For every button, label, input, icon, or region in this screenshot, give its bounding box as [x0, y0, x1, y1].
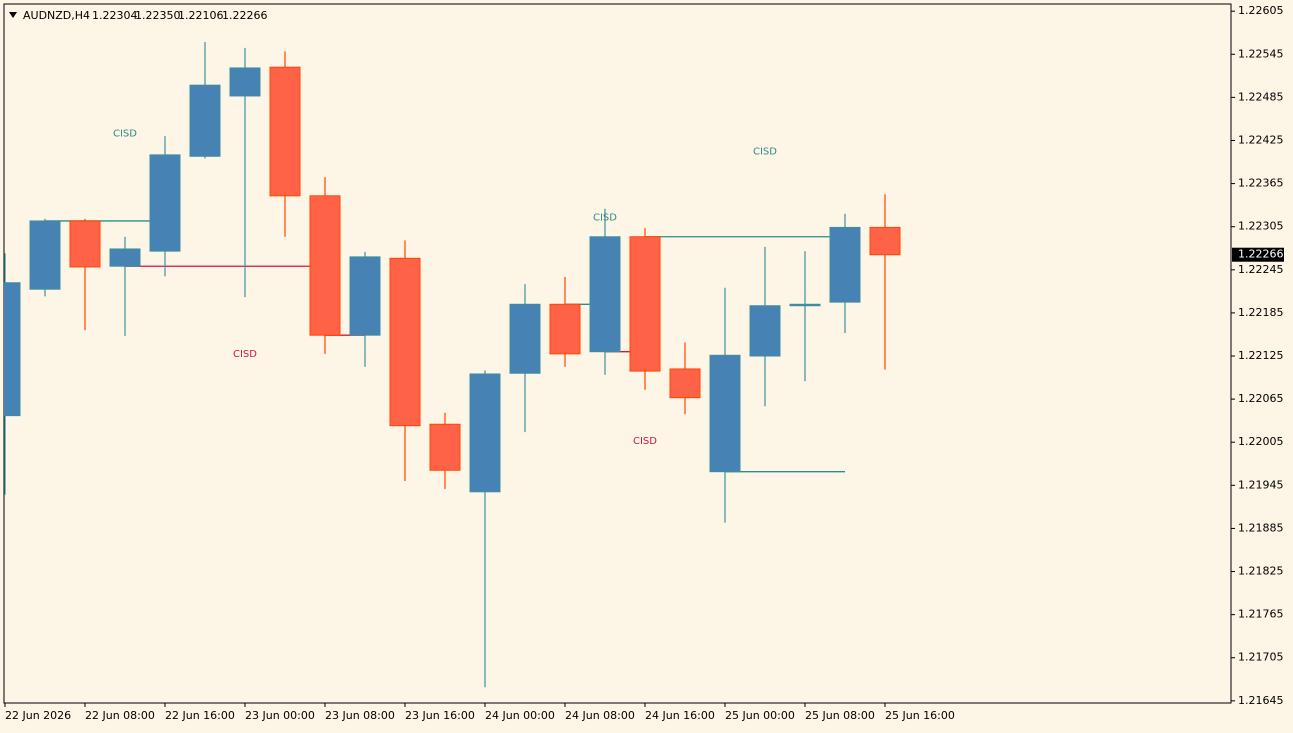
- candle-body: [229, 67, 261, 97]
- candle-body: [429, 423, 461, 471]
- candle-body: [149, 154, 181, 252]
- y-tick-label: 1.21885: [1238, 521, 1284, 534]
- marks: [4, 42, 901, 688]
- y-tick-label: 1.22425: [1238, 133, 1284, 146]
- price-tag-label: 1.22266: [1238, 248, 1284, 261]
- x-tick-label: 23 Jun 08:00: [325, 709, 395, 722]
- plot-area: [3, 3, 1232, 704]
- candle-body: [349, 256, 381, 336]
- candle-body: [69, 220, 101, 268]
- symbol: AUDNZD,H4: [23, 9, 90, 22]
- y-tick-label: 1.22545: [1238, 47, 1284, 60]
- price-tag: [1232, 247, 1284, 262]
- candle-body: [389, 257, 421, 427]
- x-tick-label: 23 Jun 16:00: [405, 709, 475, 722]
- y-tick-label: 1.22365: [1238, 177, 1284, 190]
- header-high: 1.22350: [135, 9, 181, 22]
- candle-body: [869, 226, 901, 256]
- x-tick-label: 25 Jun 00:00: [725, 709, 795, 722]
- y-tick-label: 1.22605: [1238, 4, 1284, 17]
- candle-body: [789, 303, 821, 307]
- cisd-label: CISD: [113, 128, 137, 139]
- y-tick-label: 1.21825: [1238, 565, 1284, 578]
- x-tick-label: 23 Jun 00:00: [245, 709, 315, 722]
- candle-body: [309, 195, 341, 336]
- x-tick-label: 22 Jun 08:00: [85, 709, 155, 722]
- header-close: 1.22266: [222, 9, 268, 22]
- cisd-label: CISD: [753, 146, 777, 157]
- candle-body: [269, 66, 301, 197]
- candle-body: [4, 282, 21, 417]
- x-tick-label: 25 Jun 08:00: [805, 709, 875, 722]
- y-tick-label: 1.22065: [1238, 392, 1284, 405]
- candle-body: [749, 305, 781, 357]
- candle-body: [829, 226, 861, 303]
- candle-body: [629, 236, 661, 372]
- cisd-label: CISD: [633, 436, 657, 447]
- x-tick-label: 25 Jun 16:00: [885, 709, 955, 722]
- x-tick-label: 24 Jun 16:00: [645, 709, 715, 722]
- y-tick-label: 1.21645: [1238, 694, 1284, 707]
- candle-body: [589, 236, 621, 353]
- menu-arrow[interactable]: [9, 12, 17, 18]
- candle-body: [669, 368, 701, 399]
- candle-body: [549, 303, 581, 355]
- y-tick-label: 1.21945: [1238, 478, 1284, 491]
- y-tick-label: 1.22485: [1238, 90, 1284, 103]
- header-open: 1.22304: [92, 9, 138, 22]
- x-tick-label: 22 Jun 16:00: [165, 709, 235, 722]
- header-low: 1.22106: [178, 9, 224, 22]
- y-tick-label: 1.21705: [1238, 651, 1284, 664]
- y-tick-label: 1.22305: [1238, 220, 1284, 233]
- cisd-label: CISD: [233, 349, 257, 360]
- candle-body: [709, 354, 741, 473]
- y-tick-label: 1.22125: [1238, 349, 1284, 362]
- x-tick-label: 24 Jun 00:00: [485, 709, 555, 722]
- y-tick-label: 1.21765: [1238, 608, 1284, 621]
- cisd-label: CISD: [593, 212, 617, 223]
- y-tick-label: 1.22005: [1238, 435, 1284, 448]
- y-tick-label: 1.22185: [1238, 306, 1284, 319]
- candle-body: [29, 220, 61, 290]
- x-tick-label: 22 Jun 2026: [5, 709, 71, 722]
- x-tick-label: 24 Jun 08:00: [565, 709, 635, 722]
- candle-body: [509, 303, 541, 374]
- candle-body: [469, 373, 501, 493]
- candle-body: [109, 248, 141, 267]
- y-tick-label: 1.22245: [1238, 263, 1284, 276]
- candle-body: [189, 84, 221, 157]
